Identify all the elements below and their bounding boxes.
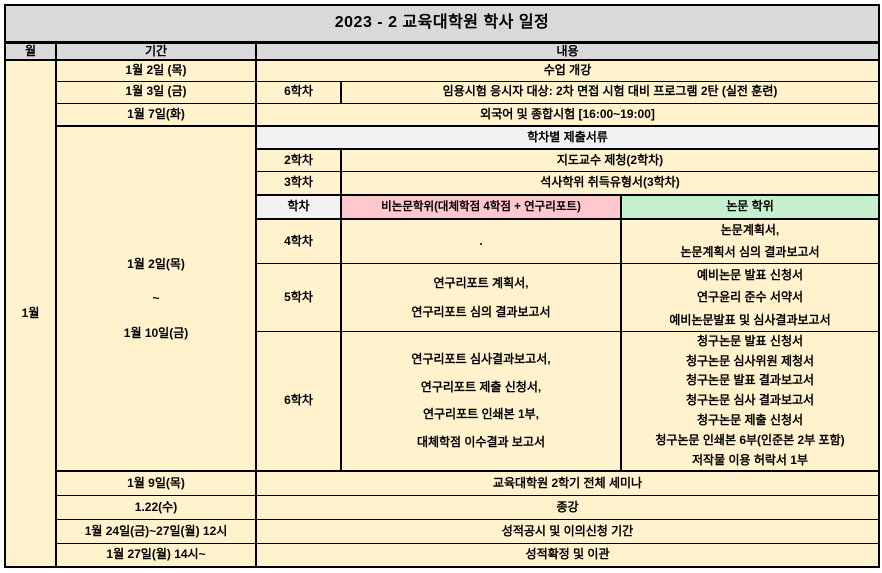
content-cell-opening: 수업 개강: [254, 59, 881, 82]
col-header-period: 기간: [55, 40, 257, 61]
semester-cell-3: 3학차: [255, 170, 342, 196]
thesis-cell-sem6: 청구논문 발표 신청서 청구논문 심사위원 제청서 청구논문 발표 결과보고서 …: [619, 330, 881, 472]
content-cell-grade-transfer: 성적확정 및 이관: [254, 542, 881, 568]
period-cell-grade-transfer: 1월 27일(월) 14시~: [55, 542, 257, 568]
content-cell-seminar: 교육대학원 2학기 전체 세미나: [254, 470, 881, 496]
thesis-cell-sem5: 예비논문 발표 신청서 연구윤리 준수 서약서 예비논문발표 및 심사결과보고서: [619, 263, 881, 332]
period-cell-interview-program: 1월 3일 (금): [55, 80, 257, 104]
period-cell-closing: 1.22(수): [55, 494, 257, 520]
page-title: 2023 - 2 교육대학원 학사 일정: [3, 4, 881, 44]
content-cell-sem2: 지도교수 제청(2학차): [339, 148, 881, 172]
non-thesis-cell-sem5: 연구리포트 계획서, 연구리포트 심의 결과보고서: [340, 263, 622, 332]
semester-cell-2: 2학차: [255, 148, 342, 172]
semester-cell-interview-program: 6학차: [255, 80, 342, 104]
semester-cell-4: 4학차: [255, 218, 342, 265]
section-title-submission: 학차별 제출서류: [254, 125, 881, 150]
period-cell-exam: 1월 7일(화): [55, 102, 257, 127]
non-thesis-cell-sem6: 연구리포트 심사결과보고서, 연구리포트 제출 신청서, 연구리포트 인쇄본 1…: [340, 330, 622, 472]
period-cell-submission-block: 1월 2일(목) ~ 1월 10일(금): [55, 125, 257, 472]
non-thesis-cell-sem4: .: [340, 218, 622, 265]
academic-schedule-table: 2023 - 2 교육대학원 학사 일정 월 기간 내용 1월 1월 2일 (목…: [3, 4, 881, 569]
content-cell-sem3: 석사학위 취득유형서(3학차): [339, 170, 881, 196]
thesis-cell-sem4: 논문계획서, 논문계획서 심의 결과보고서: [619, 218, 881, 265]
col-header-content: 내용: [254, 40, 881, 61]
degree-header-thesis: 논문 학위: [619, 194, 881, 220]
semester-cell-6: 6학차: [255, 330, 342, 472]
content-cell-exam: 외국어 및 종합시험 [16:00~19:00]: [254, 102, 881, 127]
degree-header-semester: 학차: [255, 194, 342, 220]
semester-cell-5: 5학차: [255, 263, 342, 332]
period-cell-grade-notice: 1월 24일(금)~27일(월) 12시: [55, 518, 257, 544]
degree-header-non-thesis: 비논문학위(대체학점 4학점 + 연구리포트): [340, 194, 622, 220]
content-cell-interview-program: 임용시험 응시자 대상: 2차 면접 시험 대비 프로그램 2탄 (실전 훈련): [339, 80, 881, 104]
col-header-month: 월: [4, 40, 57, 61]
month-cell: 1월: [4, 59, 57, 568]
content-cell-grade-notice: 성적공시 및 이의신청 기간: [254, 518, 881, 544]
content-cell-closing: 종강: [254, 494, 881, 520]
period-cell-seminar: 1월 9일(목): [55, 470, 257, 496]
period-cell-opening: 1월 2일 (목): [55, 59, 257, 82]
